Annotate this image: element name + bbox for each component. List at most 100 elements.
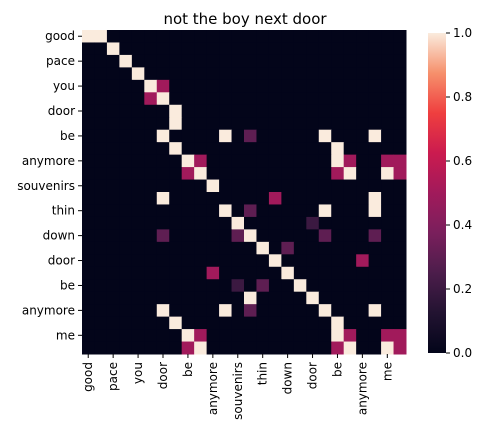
heatmap-cell xyxy=(381,192,395,205)
heatmap-cell xyxy=(206,104,220,118)
heatmap-cell xyxy=(219,204,233,218)
x-tick-label: be xyxy=(330,362,344,377)
heatmap-cell xyxy=(256,67,270,81)
heatmap-cell xyxy=(331,30,345,43)
heatmap-cell xyxy=(169,129,183,143)
heatmap-cell xyxy=(343,54,357,68)
heatmap-cell xyxy=(368,192,382,205)
heatmap-cell xyxy=(169,291,183,305)
heatmap-cell xyxy=(381,254,395,268)
heatmap-cell xyxy=(219,316,233,330)
heatmap-cell xyxy=(181,92,195,106)
heatmap-cell xyxy=(306,192,320,205)
heatmap-cell xyxy=(219,92,233,106)
heatmap-cell xyxy=(331,179,345,193)
heatmap-cell xyxy=(381,67,395,81)
heatmap-cell xyxy=(331,117,345,131)
heatmap-cell xyxy=(231,254,245,268)
heatmap-cell xyxy=(144,192,158,205)
heatmap-cell xyxy=(318,154,332,168)
heatmap-cell xyxy=(206,304,220,318)
x-tick-label: me xyxy=(380,362,394,381)
heatmap-cell xyxy=(156,117,170,131)
heatmap-cell xyxy=(156,54,170,68)
x-tick-label: you xyxy=(131,362,145,384)
heatmap-cell xyxy=(219,192,233,205)
heatmap-cell xyxy=(306,179,320,193)
heatmap-cell xyxy=(169,216,183,230)
heatmap-cell xyxy=(119,117,133,131)
heatmap-cell xyxy=(181,192,195,205)
heatmap-cell xyxy=(206,30,220,43)
heatmap-cell xyxy=(231,142,245,156)
heatmap-cell xyxy=(293,54,307,68)
heatmap-cell xyxy=(393,79,407,93)
heatmap-cell xyxy=(293,291,307,305)
heatmap-cell xyxy=(144,241,158,255)
heatmap-cell xyxy=(306,329,320,343)
heatmap-cell xyxy=(368,216,382,230)
heatmap-cell xyxy=(194,329,208,343)
heatmap-cell xyxy=(306,316,320,330)
heatmap-cell xyxy=(106,67,120,81)
heatmap-cell xyxy=(219,67,233,81)
heatmap-cell xyxy=(206,154,220,168)
heatmap-cell xyxy=(131,167,145,181)
heatmap-cell xyxy=(268,79,282,93)
heatmap-cell xyxy=(144,92,158,106)
heatmap-cell xyxy=(144,167,158,181)
heatmap-cell xyxy=(94,54,108,68)
heatmap-cell xyxy=(244,179,257,193)
heatmap-cell xyxy=(244,104,257,118)
heatmap-cell xyxy=(106,92,120,106)
heatmap-cell xyxy=(181,117,195,131)
heatmap-cell xyxy=(393,341,407,355)
heatmap-cell xyxy=(169,192,183,205)
heatmap-cell xyxy=(194,117,208,131)
heatmap-cell xyxy=(293,329,307,343)
heatmap-cell xyxy=(331,154,345,168)
heatmap-cell xyxy=(356,92,370,106)
heatmap-cell xyxy=(306,154,320,168)
heatmap-cell xyxy=(356,179,370,193)
heatmap-cell xyxy=(343,179,357,193)
heatmap-cell xyxy=(393,291,407,305)
heatmap-cell xyxy=(82,229,95,243)
heatmap-cell xyxy=(331,92,345,106)
heatmap-cell xyxy=(306,92,320,106)
heatmap-cell xyxy=(94,67,108,81)
heatmap-cell xyxy=(293,92,307,106)
heatmap-cell xyxy=(206,167,220,181)
heatmap-cell xyxy=(119,142,133,156)
heatmap-cell xyxy=(281,104,295,118)
heatmap-cell xyxy=(318,216,332,230)
heatmap-cell xyxy=(219,79,233,93)
y-tick-label: me xyxy=(56,328,75,342)
heatmap-cell xyxy=(244,67,257,81)
heatmap-cell xyxy=(244,241,257,255)
heatmap-cell xyxy=(169,67,183,81)
heatmap-cell xyxy=(144,229,158,243)
heatmap-cell xyxy=(368,79,382,93)
heatmap-cell xyxy=(94,216,108,230)
heatmap-cell xyxy=(156,142,170,156)
heatmap-cell xyxy=(231,241,245,255)
heatmap-cell xyxy=(156,192,170,205)
heatmap-cell xyxy=(131,42,145,56)
heatmap-cell xyxy=(244,316,257,330)
heatmap-cell xyxy=(156,279,170,293)
heatmap-cell xyxy=(256,204,270,218)
heatmap-cell xyxy=(119,104,133,118)
heatmap-cell xyxy=(368,30,382,43)
heatmap-cell xyxy=(268,204,282,218)
y-tick-label: down xyxy=(43,229,75,243)
heatmap-cell xyxy=(331,204,345,218)
heatmap-cell xyxy=(293,192,307,205)
heatmap-cell xyxy=(106,142,120,156)
heatmap-cell xyxy=(106,179,120,193)
heatmap-cell xyxy=(106,254,120,268)
heatmap-cell xyxy=(131,291,145,305)
heatmap-cell xyxy=(268,341,282,355)
heatmap-cell xyxy=(94,291,108,305)
y-tick-label: door xyxy=(48,254,75,268)
